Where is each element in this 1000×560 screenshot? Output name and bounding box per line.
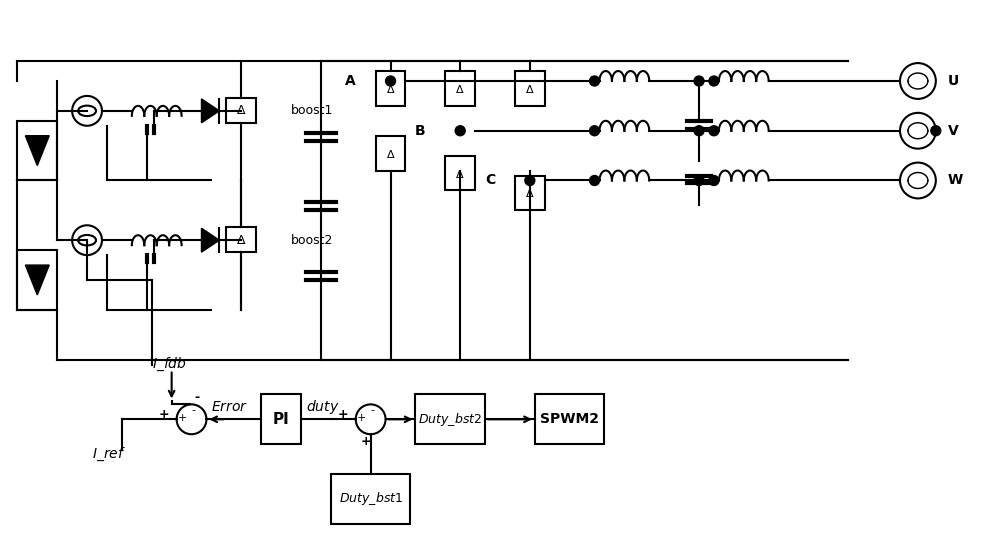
Bar	[515, 175, 545, 211]
Bar	[376, 136, 405, 171]
Text: +: +	[158, 408, 169, 421]
Text: $\Delta$: $\Delta$	[455, 167, 465, 180]
Circle shape	[386, 76, 396, 86]
Text: -: -	[191, 405, 195, 416]
Text: -: -	[370, 405, 374, 416]
Bar	[515, 71, 545, 106]
Text: $duty$: $duty$	[306, 398, 339, 417]
Bar	[17, 121, 57, 180]
Text: $\Delta$: $\Delta$	[455, 83, 465, 95]
Text: $I\_fdb$: $I\_fdb$	[152, 356, 187, 373]
Text: $I\_ref$: $I\_ref$	[92, 446, 126, 463]
Circle shape	[455, 126, 465, 136]
Circle shape	[590, 76, 600, 86]
Bar	[226, 98, 256, 123]
Circle shape	[590, 175, 600, 185]
Text: -: -	[194, 391, 199, 404]
Text: SPWM2: SPWM2	[540, 412, 599, 426]
Text: +: +	[337, 408, 348, 421]
Polygon shape	[201, 99, 219, 123]
Text: +: +	[357, 413, 366, 423]
Circle shape	[694, 76, 704, 86]
Text: W: W	[948, 174, 963, 188]
Text: $Error$: $Error$	[211, 400, 249, 414]
Text: $\Delta$: $\Delta$	[236, 234, 247, 247]
Bar	[17, 250, 57, 310]
Bar	[535, 394, 604, 444]
Circle shape	[709, 126, 719, 136]
Polygon shape	[201, 228, 219, 252]
Bar	[376, 71, 405, 106]
Circle shape	[931, 126, 941, 136]
Text: $Duty\_bst1$: $Duty\_bst1$	[339, 491, 403, 507]
Circle shape	[709, 175, 719, 185]
Bar	[415, 394, 485, 444]
Circle shape	[709, 76, 719, 86]
Text: C: C	[485, 174, 495, 188]
Circle shape	[694, 175, 704, 185]
Text: $\Delta$: $\Delta$	[236, 104, 247, 118]
Text: boost2: boost2	[291, 234, 333, 247]
Circle shape	[694, 126, 704, 136]
Text: +: +	[360, 435, 371, 447]
Text: V: V	[948, 124, 959, 138]
Text: A: A	[345, 74, 356, 88]
Text: $\Delta$: $\Delta$	[525, 188, 535, 199]
Text: +: +	[178, 413, 187, 423]
Text: B: B	[415, 124, 425, 138]
Text: $Duty\_bst2$: $Duty\_bst2$	[418, 411, 482, 428]
Text: PI: PI	[273, 412, 289, 427]
Bar	[261, 394, 301, 444]
Bar	[226, 227, 256, 252]
Text: $\Delta$: $\Delta$	[386, 148, 395, 160]
Polygon shape	[25, 265, 49, 295]
Polygon shape	[25, 136, 49, 166]
Circle shape	[590, 126, 600, 136]
Bar	[445, 156, 475, 190]
Text: boost1: boost1	[291, 104, 333, 118]
Text: U: U	[948, 74, 959, 88]
Circle shape	[525, 175, 535, 185]
Bar	[445, 71, 475, 106]
Bar	[331, 474, 410, 524]
Text: $\Delta$: $\Delta$	[386, 83, 395, 95]
Text: $\Delta$: $\Delta$	[525, 83, 535, 95]
